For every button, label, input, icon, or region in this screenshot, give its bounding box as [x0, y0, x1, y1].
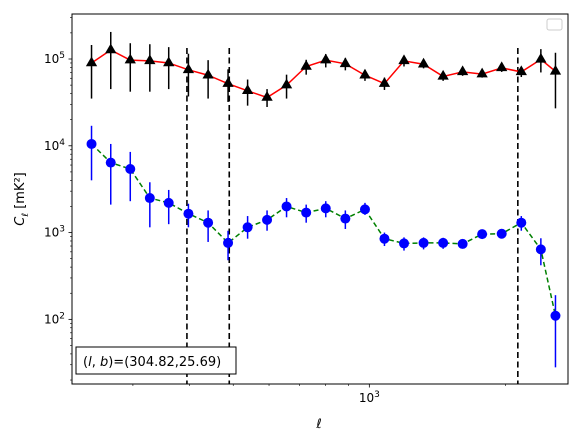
- series-2-point-16: [379, 233, 390, 244]
- series-1-point-25: [549, 64, 562, 75]
- series-1-point-2: [105, 43, 117, 54]
- series-1-point-21: [476, 67, 488, 78]
- series-1-point-24: [535, 52, 547, 63]
- y-axis-label-sub: ℓ: [21, 213, 31, 218]
- series-2-point-4: [144, 193, 155, 204]
- series-2-point-9: [242, 222, 253, 233]
- series-1-point-6: [182, 63, 195, 74]
- series-2-point-11: [281, 201, 292, 212]
- series-1: [85, 31, 562, 109]
- series-1-point-14: [339, 57, 352, 68]
- y-tick-label: 105: [44, 51, 65, 66]
- series-1-point-11: [280, 78, 293, 89]
- y-axis-label: Cℓ [mK²]: [13, 172, 31, 225]
- series-1-point-17: [398, 54, 410, 65]
- series-2-point-15: [359, 204, 370, 215]
- series-1-point-18: [417, 57, 430, 68]
- annotation-box: (l, b)=(304.82,25.69): [75, 346, 237, 375]
- series-2-point-8: [223, 237, 234, 248]
- series-2-point-7: [203, 217, 214, 228]
- y-axis-label-main: C: [13, 216, 28, 226]
- series-1-point-23: [515, 65, 527, 76]
- series-2: [86, 125, 561, 368]
- series-2-point-23: [516, 217, 527, 228]
- x-tick-label: 103: [359, 390, 380, 405]
- y-tick-label: 103: [44, 225, 65, 240]
- y-axis-label-unit: [mK²]: [13, 172, 28, 209]
- series-2-point-3: [125, 164, 136, 175]
- legend-box: [546, 18, 563, 31]
- y-tick-label: 104: [44, 138, 65, 153]
- series-1-point-16: [378, 77, 391, 87]
- series-1-point-4: [144, 54, 156, 65]
- series-1-point-3: [124, 53, 136, 64]
- series-2-point-14: [340, 213, 351, 224]
- series-2-point-18: [418, 237, 429, 248]
- series-1-point-9: [241, 84, 254, 95]
- series-2-point-21: [477, 229, 488, 240]
- series-2-point-2: [105, 157, 116, 168]
- series-2-point-17: [398, 238, 409, 249]
- y-tick-label: 102: [44, 311, 65, 326]
- series-2-point-12: [301, 207, 312, 218]
- annotation-l: l: [88, 355, 92, 370]
- annotation-suffix: )=(304.82,25.69): [108, 355, 221, 370]
- annotation-b: b: [100, 355, 108, 370]
- series-2-point-13: [320, 203, 331, 214]
- annotation-sep: ,: [92, 355, 100, 370]
- x-axis-label: ℓ: [315, 417, 321, 432]
- series-1-point-15: [359, 68, 371, 79]
- series-2-point-24: [535, 244, 546, 255]
- series-2-point-10: [262, 214, 273, 225]
- series-1-point-12: [300, 59, 312, 70]
- series-2-point-25: [550, 310, 561, 321]
- series-1-point-22: [496, 61, 508, 72]
- svg-text:(l, b)=(304.82,25.69): (l, b)=(304.82,25.69): [83, 355, 221, 370]
- series-2-point-20: [457, 238, 468, 249]
- series-1-point-13: [320, 53, 332, 64]
- series-1-point-1: [85, 56, 98, 67]
- series-2-point-19: [438, 237, 449, 248]
- annotation-prefix: (: [83, 355, 88, 370]
- series-2-point-6: [183, 208, 194, 219]
- plot-area-frame: [71, 13, 569, 385]
- series-1-point-5: [163, 56, 175, 67]
- series-2-point-22: [496, 228, 507, 239]
- series-1-point-20: [456, 65, 469, 76]
- series-1-point-7: [202, 68, 214, 79]
- series-2-point-5: [163, 197, 174, 208]
- series-1-point-10: [261, 91, 273, 101]
- series-1-point-19: [437, 69, 449, 80]
- series-2-point-1: [86, 138, 97, 149]
- series-1-point-8: [222, 77, 234, 87]
